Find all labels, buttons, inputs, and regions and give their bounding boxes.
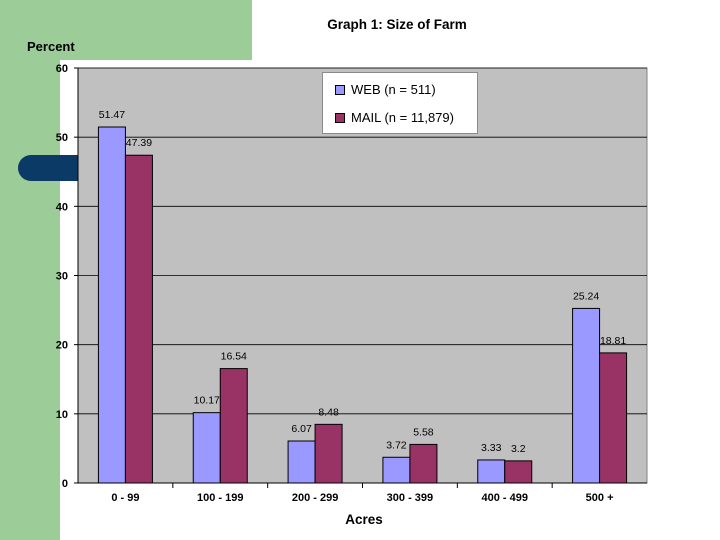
x-tick-label: 400 - 499 xyxy=(482,492,528,504)
x-axis-label: Acres xyxy=(345,512,383,527)
bar-mail xyxy=(219,368,248,484)
data-label-web: 3.33 xyxy=(481,442,502,454)
data-label-web: 3.72 xyxy=(386,439,407,451)
legend-label-web: WEB (n = 511) xyxy=(351,82,436,97)
decorative-navy-tab xyxy=(18,155,88,181)
x-tick-label: 300 - 399 xyxy=(387,492,433,504)
y-tick-label: 10 xyxy=(56,409,68,421)
legend-swatch-web xyxy=(335,84,345,95)
data-label-mail: 5.58 xyxy=(413,426,434,438)
data-label-web: 6.07 xyxy=(291,423,312,435)
bar-web xyxy=(192,412,221,484)
data-label-mail: 16.54 xyxy=(221,351,247,363)
chart-legend: WEB (n = 511) MAIL (n = 11,879) xyxy=(322,72,478,134)
y-tick-label: 20 xyxy=(56,340,68,352)
x-tick-label: 100 - 199 xyxy=(197,492,243,504)
y-tick-label: 0 xyxy=(62,478,68,490)
y-tick-label: 60 xyxy=(56,63,68,75)
bar-web xyxy=(477,459,506,484)
bar-mail xyxy=(504,460,533,484)
legend-item-web: WEB (n = 511) xyxy=(335,82,436,97)
y-tick-label: 30 xyxy=(56,271,68,283)
data-label-mail: 3.2 xyxy=(511,443,526,455)
chart-title: Graph 1: Size of Farm xyxy=(327,17,467,32)
data-label-mail: 8.48 xyxy=(318,406,339,418)
decorative-green-left-band xyxy=(0,0,60,540)
bar-mail xyxy=(314,423,343,484)
bar-web xyxy=(572,307,601,484)
bar-web xyxy=(287,440,316,484)
y-axis-label: Percent xyxy=(27,39,75,54)
bar-mail xyxy=(124,154,153,484)
legend-item-mail: MAIL (n = 11,879) xyxy=(335,110,454,125)
data-label-web: 51.47 xyxy=(99,109,125,121)
x-tick-label: 200 - 299 xyxy=(292,492,338,504)
x-tick-label: 0 - 99 xyxy=(111,492,139,504)
y-tick-label: 40 xyxy=(56,201,68,213)
bar-web xyxy=(382,456,411,484)
bar-mail xyxy=(599,352,628,484)
bar-web xyxy=(97,126,126,484)
y-tick-label: 50 xyxy=(56,132,68,144)
data-label-mail: 47.39 xyxy=(126,137,152,149)
data-label-web: 25.24 xyxy=(573,290,599,302)
legend-swatch-mail xyxy=(335,112,345,123)
data-label-mail: 18.81 xyxy=(600,335,626,347)
data-label-web: 10.17 xyxy=(194,395,220,407)
x-tick-label: 500 + xyxy=(586,492,614,504)
bar-mail xyxy=(409,443,438,484)
legend-label-mail: MAIL (n = 11,879) xyxy=(351,110,454,125)
